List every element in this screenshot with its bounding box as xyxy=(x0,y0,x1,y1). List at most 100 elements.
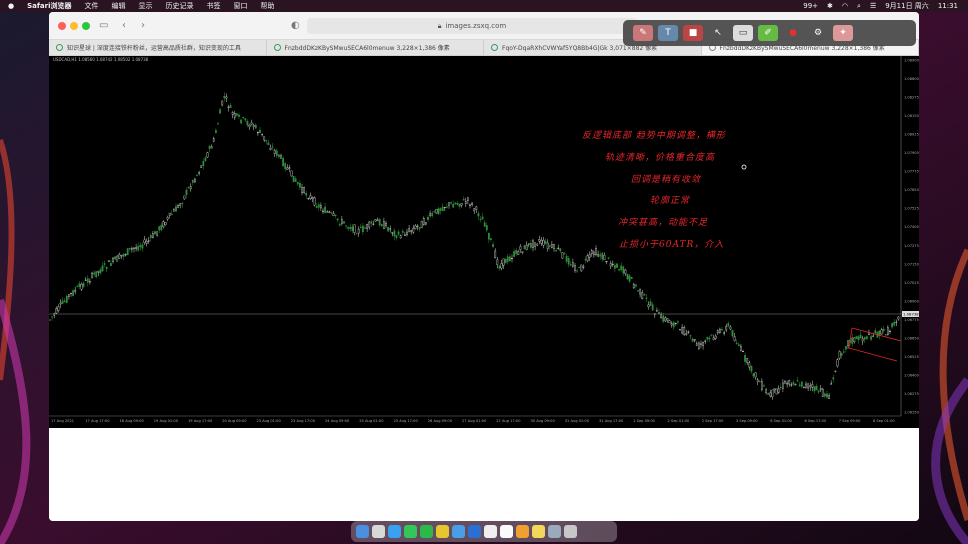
candle-body xyxy=(225,96,228,99)
battery-badge[interactable]: 99+ xyxy=(803,2,819,10)
finder-icon[interactable] xyxy=(356,525,369,538)
candle-body xyxy=(412,227,415,233)
wechat-icon[interactable] xyxy=(420,525,433,538)
preview-icon[interactable] xyxy=(548,525,561,538)
menubar-date[interactable]: 9月11日 周六 xyxy=(885,2,929,10)
chrome-icon[interactable] xyxy=(436,525,449,538)
candle-body xyxy=(836,359,839,367)
notion-icon[interactable] xyxy=(500,525,513,538)
launchpad-icon[interactable] xyxy=(372,525,385,538)
candle-body xyxy=(754,372,757,378)
candle-body xyxy=(756,379,759,382)
trash-icon[interactable] xyxy=(564,525,577,538)
sidebar-toggle-icon[interactable]: ▭ xyxy=(99,20,109,31)
notes-icon[interactable] xyxy=(532,525,545,538)
candle-body xyxy=(847,340,849,346)
candle-body xyxy=(233,113,236,118)
select-tool-icon[interactable]: ↖ xyxy=(714,28,722,38)
apple-menu-icon[interactable]: ● xyxy=(8,2,15,10)
time-tick-label: 30 Aug 09:00 xyxy=(531,419,556,423)
candle-body xyxy=(832,377,835,380)
candle-body xyxy=(221,100,224,106)
time-tick-label: 17 Aug 2021 xyxy=(51,419,74,423)
menu-help[interactable]: 帮助 xyxy=(260,2,275,10)
candle-body xyxy=(893,322,896,326)
close-window-button[interactable] xyxy=(58,22,66,30)
tab-title: FnzbddDKzKBySMwuSECA6l0menuw 3,228×1,386… xyxy=(719,45,885,52)
candle-body xyxy=(414,225,417,229)
color-tool-icon[interactable]: ● xyxy=(789,28,797,38)
forward-icon[interactable]: › xyxy=(141,20,145,31)
candle-body xyxy=(475,206,478,210)
candle-body xyxy=(406,231,408,236)
candle-body xyxy=(842,351,845,353)
candle-body xyxy=(122,254,125,257)
menu-history[interactable]: 历史记录 xyxy=(165,2,194,10)
candle-body xyxy=(492,244,494,248)
tab-zsxq-home[interactable]: 知识星球 | 深度连接铁杆粉丝，运营高品质社群，知识变现的工具 xyxy=(49,40,267,55)
wifi-icon[interactable]: ◠ xyxy=(841,2,849,10)
menu-window[interactable]: 窗口 xyxy=(233,2,248,10)
menu-edit[interactable]: 编辑 xyxy=(111,2,126,10)
candle-body xyxy=(727,323,730,327)
menu-file[interactable]: 文件 xyxy=(84,2,99,10)
pen-tool-icon[interactable]: ✎ xyxy=(633,25,653,41)
candle-body xyxy=(191,179,194,183)
candle-body xyxy=(664,317,667,322)
eraser-tool-icon[interactable]: ✦ xyxy=(833,25,853,41)
tab-image-1[interactable]: FnzbddDKzKBySMwuSECA6l0menuw 3,228×1,386… xyxy=(267,40,484,55)
candle-body xyxy=(702,341,705,346)
bluetooth-icon[interactable]: ✱ xyxy=(827,2,833,10)
candle-body xyxy=(548,245,551,247)
candle-body xyxy=(462,198,465,201)
photos-icon[interactable] xyxy=(484,525,497,538)
menu-safari[interactable]: Safari浏览器 xyxy=(27,2,72,10)
candle-body xyxy=(731,329,734,337)
annotation-line-6: 止损小于60ATR，介入 xyxy=(619,240,725,250)
candle-body xyxy=(488,233,490,240)
control-center-icon[interactable]: ☰ xyxy=(869,2,877,10)
text-tool-icon[interactable]: T xyxy=(658,25,678,41)
candle-body xyxy=(431,213,434,216)
menubar-time[interactable]: 11:31 xyxy=(937,2,958,10)
candle-body xyxy=(645,297,648,299)
candle-body xyxy=(214,130,217,133)
candle-body xyxy=(118,253,121,259)
candle-body xyxy=(695,343,698,346)
zoom-window-button[interactable] xyxy=(82,22,90,30)
pages-icon[interactable] xyxy=(516,525,529,538)
candle-body xyxy=(456,202,459,205)
settings-tool-icon[interactable]: ⚙ xyxy=(813,28,823,38)
mail-icon[interactable] xyxy=(452,525,465,538)
candle-body xyxy=(368,221,371,228)
macos-dock xyxy=(351,521,617,542)
candle-body xyxy=(275,150,278,156)
minimize-window-button[interactable] xyxy=(70,22,78,30)
candle-body xyxy=(483,222,486,227)
candle-body xyxy=(183,195,186,200)
candle-body xyxy=(450,202,452,204)
candle-body xyxy=(641,292,644,299)
privacy-shield-icon[interactable]: ◐ xyxy=(291,20,300,31)
search-icon[interactable]: ⌕ xyxy=(857,1,861,10)
candle-body xyxy=(177,205,179,208)
address-bar[interactable]: 🔒︎ images.zsxq.com xyxy=(307,18,637,34)
shape-tool-icon[interactable]: ■ xyxy=(683,25,703,41)
candle-body xyxy=(433,211,436,213)
candle-body xyxy=(206,152,209,158)
messages-icon[interactable] xyxy=(404,525,417,538)
highlighter-tool-icon[interactable]: ✐ xyxy=(758,25,778,41)
back-icon[interactable]: ‹ xyxy=(122,20,126,31)
candle-body xyxy=(582,266,585,268)
rect-tool-icon[interactable]: ▭ xyxy=(733,25,753,41)
menu-bookmarks[interactable]: 书签 xyxy=(206,2,221,10)
candle-body xyxy=(145,241,148,244)
candle-body xyxy=(784,381,786,384)
candle-body xyxy=(378,219,381,226)
candle-body xyxy=(72,290,74,296)
safari-icon[interactable] xyxy=(388,525,401,538)
xcode-icon[interactable] xyxy=(468,525,481,538)
tab-image-2[interactable]: FqoY-DqaRXhCVWYaf5YQ8Bb4G|Gk 3,071×882 像… xyxy=(484,40,702,55)
menu-view[interactable]: 显示 xyxy=(138,2,153,10)
candle-body xyxy=(758,381,761,383)
